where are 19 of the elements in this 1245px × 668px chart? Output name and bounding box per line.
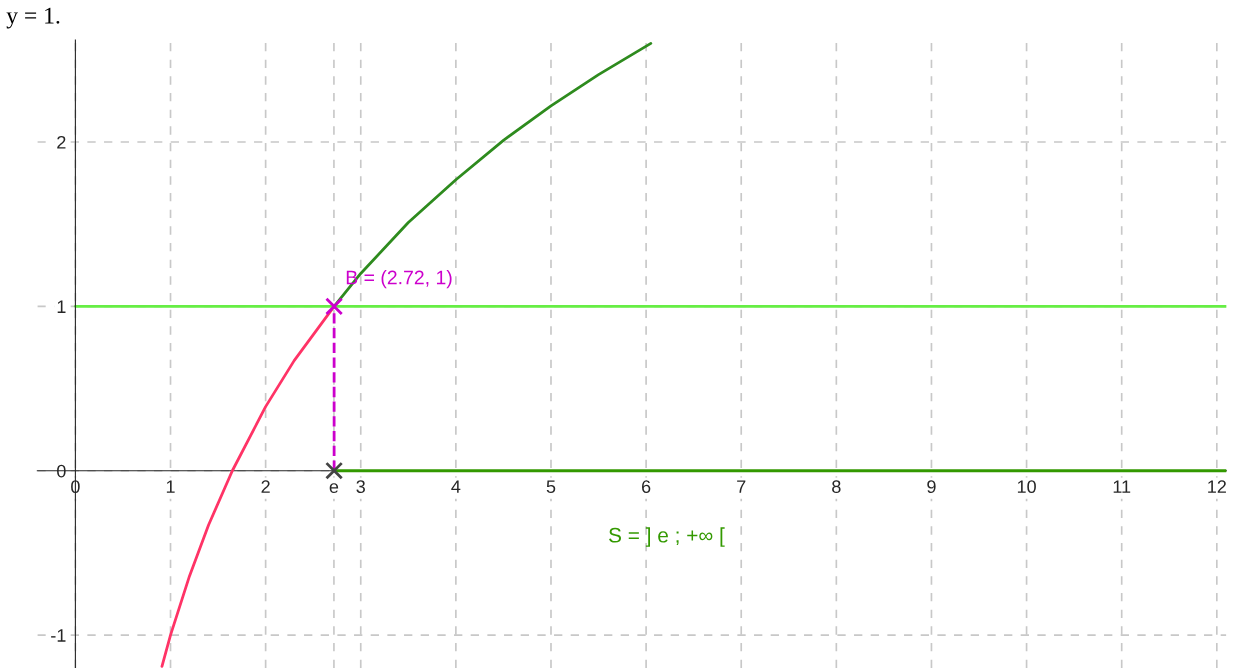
- x-tick-label: 8: [832, 480, 841, 494]
- annotation: B = (2.72, 1): [346, 270, 452, 289]
- x-tick-label: 9: [927, 480, 936, 494]
- x-tick-label: 10: [1017, 480, 1036, 494]
- y-tick-label: 2: [57, 135, 66, 149]
- x-tick-label: 1: [166, 480, 175, 493]
- y-tick-label: -1: [51, 629, 66, 642]
- x-tick-label: 2: [261, 480, 270, 493]
- x-tick-label: 12: [1208, 480, 1226, 493]
- x-tick-label: 6: [642, 480, 651, 494]
- x-tick-label: 5: [546, 480, 556, 494]
- y-tick-label: 1: [57, 300, 66, 313]
- annotation: S = ] e ; +∞ [: [609, 527, 725, 547]
- x-tick-label: 11: [1113, 480, 1131, 493]
- x-tick-label: e: [329, 483, 339, 494]
- x-tick-label: 4: [451, 480, 461, 493]
- text: y = 1.: [6, 7, 60, 29]
- x-tick-label: 7: [737, 480, 746, 493]
- x-tick-label: 3: [356, 480, 365, 494]
